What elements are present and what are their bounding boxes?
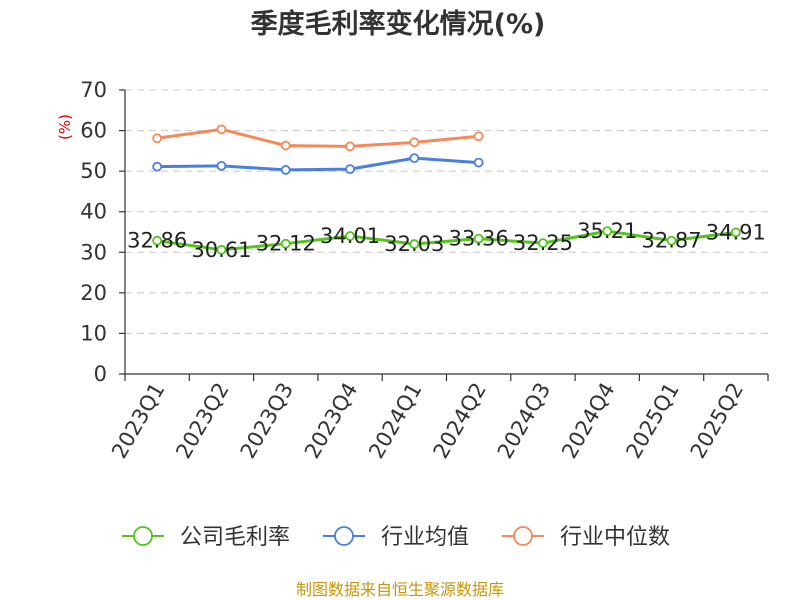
y-tick-label: 70 bbox=[80, 78, 107, 102]
data-point bbox=[409, 137, 420, 148]
data-point bbox=[152, 235, 163, 246]
series-line bbox=[157, 156, 479, 172]
y-tick-label: 60 bbox=[80, 119, 107, 143]
x-tick-label: 2023Q4 bbox=[300, 379, 362, 463]
data-point bbox=[473, 131, 484, 142]
data-point bbox=[602, 226, 613, 237]
x-tick-label: 2025Q1 bbox=[621, 379, 683, 463]
data-point bbox=[730, 227, 741, 238]
data-point bbox=[345, 164, 355, 175]
legend-item-0: 公司毛利率 bbox=[122, 525, 290, 550]
data-label: 32.12 bbox=[256, 232, 316, 256]
data-point bbox=[666, 235, 677, 246]
x-tick-label: 2023Q3 bbox=[236, 379, 298, 463]
chart-title: 季度毛利率变化情况(%) bbox=[251, 8, 546, 40]
data-label: 32.87 bbox=[641, 229, 701, 253]
data-point bbox=[345, 231, 355, 241]
legend-marker bbox=[334, 526, 354, 546]
data-label: 32.86 bbox=[127, 229, 187, 253]
data-label: 34.01 bbox=[320, 224, 380, 248]
y-tick-label: 30 bbox=[80, 240, 107, 264]
data-point bbox=[345, 141, 355, 152]
series-0 bbox=[152, 226, 741, 255]
data-label: 32.03 bbox=[384, 232, 444, 256]
data-label: 33.36 bbox=[449, 227, 509, 251]
data-point bbox=[152, 161, 163, 172]
data-point bbox=[538, 238, 548, 249]
series-line bbox=[156, 229, 737, 252]
x-tick-label: 2024Q4 bbox=[557, 379, 619, 463]
data-point bbox=[216, 160, 227, 171]
data-label: 34.91 bbox=[706, 220, 766, 244]
series-1 bbox=[152, 153, 484, 175]
x-tick-label: 2024Q2 bbox=[429, 379, 491, 463]
legend: 公司毛利率 行业均值 行业中位数 bbox=[122, 525, 670, 550]
y-tick-label: 10 bbox=[80, 321, 107, 345]
data-point bbox=[473, 233, 484, 244]
y-tick-label: 40 bbox=[80, 200, 107, 224]
x-tick-label: 2024Q1 bbox=[364, 379, 426, 463]
data-point bbox=[409, 239, 420, 249]
x-tick-label: 2024Q3 bbox=[493, 379, 555, 463]
data-point bbox=[280, 165, 291, 175]
legend-label: 公司毛利率 bbox=[180, 525, 290, 550]
data-label: 35.21 bbox=[577, 219, 637, 243]
data-point bbox=[216, 124, 227, 135]
data-point bbox=[280, 238, 291, 249]
legend-item-1: 行业均值 bbox=[323, 525, 469, 550]
data-label: 30.61 bbox=[191, 238, 251, 262]
legend-marker bbox=[133, 526, 153, 546]
legend-label: 行业均值 bbox=[381, 525, 469, 550]
series-lines bbox=[152, 124, 741, 255]
legend-marker bbox=[513, 526, 533, 546]
y-tick-label: 0 bbox=[94, 362, 107, 386]
series-line bbox=[156, 127, 479, 148]
legend-item-2: 行业中位数 bbox=[502, 525, 670, 550]
data-point bbox=[280, 140, 291, 151]
source-note: 制图数据来自恒生聚源数据库 bbox=[296, 580, 504, 599]
data-point bbox=[409, 153, 420, 164]
y-tick-label: 20 bbox=[80, 281, 107, 305]
legend-label: 行业中位数 bbox=[560, 525, 670, 550]
data-point bbox=[216, 244, 227, 255]
data-point bbox=[152, 133, 163, 144]
x-tick-label: 2023Q1 bbox=[107, 379, 169, 463]
y-axis-label: (%) bbox=[56, 114, 74, 140]
data-label: 32.25 bbox=[513, 231, 573, 255]
data-point bbox=[473, 157, 484, 168]
y-tick-label: 50 bbox=[80, 159, 107, 183]
data-labels: 32.86 30.61 32.12 34.01 32.03 33.36 32.2535.21… bbox=[127, 219, 766, 262]
series-2 bbox=[152, 124, 484, 152]
x-tick-label: 2025Q2 bbox=[686, 379, 748, 463]
x-tick-label: 2023Q2 bbox=[171, 379, 233, 463]
